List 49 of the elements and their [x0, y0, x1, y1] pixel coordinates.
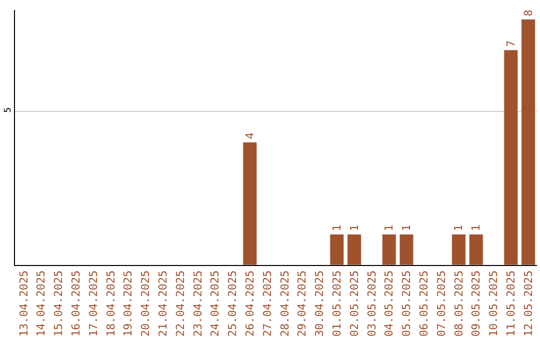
x-tick-label: 20.04.2025 — [139, 270, 152, 337]
data-label: 1 — [400, 224, 413, 232]
bar — [521, 18, 536, 265]
bar — [504, 50, 518, 265]
x-tick-label: 07.05.2025 — [434, 270, 448, 337]
x-tick-label: 23.04.2025 — [191, 270, 204, 337]
data-label: 1 — [470, 224, 483, 232]
bar — [451, 234, 466, 265]
x-tick-label: 08.05.2025 — [452, 270, 466, 337]
data-label: 7 — [504, 40, 518, 47]
x-tick-label: 17.04.2025 — [86, 270, 100, 337]
x-tick-label: 15.04.2025 — [52, 270, 66, 337]
x-tick-label: 18.04.2025 — [104, 270, 118, 337]
bar — [347, 234, 362, 265]
x-tick-label: 09.05.2025 — [470, 270, 483, 337]
x-tick-label: 14.04.2025 — [34, 270, 48, 337]
x-tick-label: 12.05.2025 — [522, 270, 535, 337]
x-tick-label: 29.04.2025 — [296, 270, 309, 337]
x-tick-label: 11.05.2025 — [504, 270, 518, 337]
x-tick-label: 16.04.2025 — [69, 270, 82, 337]
x-tick-label: 26.04.2025 — [243, 270, 256, 337]
x-tick-label: 25.04.2025 — [226, 270, 240, 337]
x-tick-label: 06.05.2025 — [417, 270, 430, 337]
x-tick-label: 19.04.2025 — [122, 270, 135, 337]
x-tick-label: 30.04.2025 — [313, 270, 326, 337]
data-label: 1 — [330, 224, 344, 232]
x-tick-label: 05.05.2025 — [400, 270, 414, 337]
bar — [382, 234, 396, 265]
x-tick-label: 02.05.2025 — [348, 270, 361, 337]
data-label: 1 — [452, 224, 466, 232]
x-tick-label: 24.04.2025 — [208, 270, 222, 337]
bar — [330, 234, 344, 265]
x-tick-label: 21.04.2025 — [156, 270, 170, 337]
bar — [468, 234, 484, 265]
x-tick-label: 27.04.2025 — [260, 270, 274, 337]
data-label: 1 — [348, 224, 361, 232]
x-tick-label: 22.04.2025 — [174, 270, 187, 337]
x-tick-label: 03.05.2025 — [365, 270, 378, 337]
y-tick-label: 5 — [3, 107, 14, 113]
x-tick-label: 28.04.2025 — [278, 270, 292, 337]
x-tick-label: 04.05.2025 — [382, 270, 396, 337]
x-tick-label: 13.04.2025 — [17, 270, 30, 337]
x-tick-label: 10.05.2025 — [487, 270, 500, 337]
data-label: 1 — [382, 224, 396, 232]
data-label: 4 — [243, 132, 256, 140]
data-label: 8 — [522, 10, 535, 16]
bar — [399, 234, 414, 265]
bar — [242, 142, 258, 265]
x-tick-label: 01.05.2025 — [330, 270, 344, 337]
